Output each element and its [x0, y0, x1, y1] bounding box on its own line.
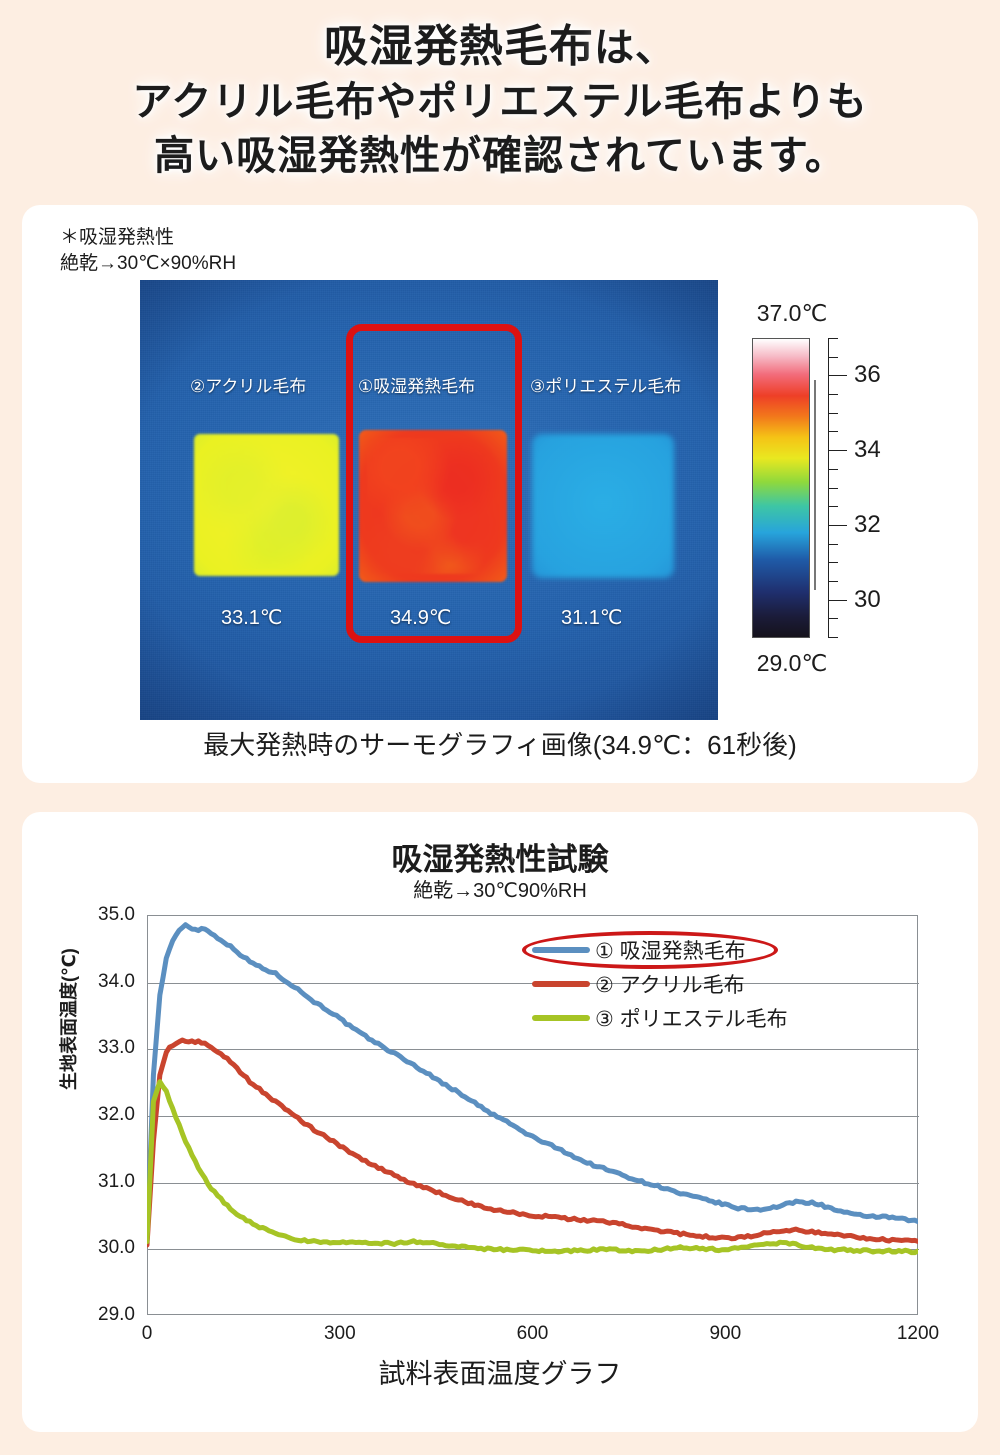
legend-item-acrylic[interactable]: ② アクリル毛布 [532, 967, 788, 1001]
page-headline: 吸湿発熱毛布は、 アクリル毛布やポリエステル毛布よりも 高い吸湿発熱性が確認され… [0, 20, 1000, 183]
chart-title: 吸湿発熱性試験 [391, 842, 609, 877]
legend-swatch-series-3 [532, 1015, 590, 1021]
thermal-temp-acrylic: 33.1℃ [221, 607, 283, 629]
scale-tick-major [829, 599, 847, 601]
chart-gridline [148, 1182, 919, 1184]
scale-tick-label: 30 [854, 585, 881, 613]
thermal-label-acrylic: ②アクリル毛布 [190, 377, 307, 396]
scale-tick-label: 34 [854, 436, 881, 464]
scale-tick-minor [829, 394, 838, 396]
legend-label-series-1: ① 吸湿発熱毛布 [595, 940, 746, 963]
scale-tick-minor [829, 487, 838, 489]
y-axis-label: 生地表面温度(℃) [59, 948, 79, 1090]
scale-tick-minor [829, 412, 838, 414]
chart-line-series-2 [147, 1037, 918, 1248]
chart-gridline [148, 1116, 919, 1117]
headline-line-2: アクリル毛布やポリエステル毛布よりも [132, 80, 868, 124]
x-axis-tick-label: 300 [323, 1323, 356, 1344]
y-axis-tick-label: 34.0 [98, 970, 135, 992]
scale-tick-minor [829, 618, 838, 620]
scale-tick-minor [829, 356, 838, 358]
thermography-caption: 最大発熱時のサーモグラフィ画像(34.9℃：61秒後) [203, 730, 797, 760]
x-axis-tick-label: 900 [709, 1323, 742, 1344]
scale-axis: 36 34 32 30 [828, 338, 881, 638]
legend-item-polyester[interactable]: ③ ポリエステル毛布 [532, 1001, 788, 1035]
headline-line-1-rest: は、 [594, 26, 676, 70]
chart-subtitle: 絶乾→30℃90%RH [413, 880, 587, 902]
scale-max-label: 37.0℃ [756, 300, 828, 326]
headline-line-3: 高い吸湿発熱性が確認されています。 [154, 134, 846, 178]
scale-tick-minor [829, 431, 838, 433]
chart-line-series-3 [147, 1079, 918, 1256]
chart-legend: ① 吸湿発熱毛布 ② アクリル毛布 ③ ポリエステル毛布 [522, 931, 788, 1035]
scale-gradient-bar [752, 338, 810, 638]
y-axis-tick-label: 29.0 [98, 1304, 135, 1325]
headline-line-1: 吸湿発熱毛布は、 [0, 20, 1000, 75]
legend-swatch-series-2 [532, 981, 590, 987]
temperature-color-scale: 37.0℃ 36 34 32 30 29.0℃ [732, 300, 932, 700]
scale-tick-major [829, 450, 847, 452]
chart-plot-area: 生地表面温度(℃) ① 吸湿発熱毛布 ② アクリル毛布 ③ ポリエステル毛布 2… [59, 904, 939, 1418]
scale-tick-minor [829, 338, 838, 339]
thermal-label-hygroscopic: ①吸湿発熱毛布 [358, 377, 476, 396]
y-axis-tick-label: 35.0 [98, 904, 135, 925]
scale-tick-minor [829, 562, 838, 564]
scale-tick-minor [829, 468, 838, 470]
chart-caption: 試料表面温度グラフ [378, 1359, 622, 1389]
x-axis-tick-label: 0 [141, 1323, 153, 1344]
highlight-box-hygroscopic [346, 324, 522, 643]
chart-card: 吸湿発熱性試験 絶乾→30℃90%RH 生地表面温度(℃) ① 吸湿発熱毛布 ②… [22, 812, 978, 1432]
test-condition-note: ＊吸湿発熱性 絶乾→30℃×90%RH [60, 227, 237, 274]
y-axis-tick-label: 31.0 [98, 1170, 135, 1192]
legend-item-hygroscopic[interactable]: ① 吸湿発熱毛布 [532, 933, 788, 967]
y-axis-tick-label: 30.0 [98, 1237, 135, 1259]
chart-gridline [148, 1049, 919, 1051]
scale-range-indicator [814, 380, 816, 590]
scale-tick-major [829, 375, 847, 377]
scale-tick-minor [829, 506, 838, 508]
scale-tick-major [829, 524, 847, 526]
legend-swatch-series-1 [532, 947, 590, 953]
thermal-temp-polyester: 31.1℃ [561, 607, 623, 629]
chart-series-lines [147, 922, 918, 1256]
x-axis-tick-label: 1200 [896, 1323, 940, 1344]
x-axis-tick-label: 600 [516, 1323, 549, 1344]
scale-tick-minor [829, 580, 838, 582]
y-axis-tick-label: 32.0 [98, 1104, 135, 1125]
chart-line-series-1 [147, 922, 918, 1245]
legend-label-series-2: ② アクリル毛布 [595, 974, 745, 997]
thermal-label-polyester: ③ポリエステル毛布 [530, 377, 682, 396]
scale-min-label: 29.0℃ [756, 650, 828, 676]
headline-lead: 吸湿発熱毛布 [324, 22, 594, 71]
thermal-vignette [140, 280, 718, 720]
thermal-image: ②アクリル毛布 ①吸湿発熱毛布 ③ポリエステル毛布 33.1℃ 34.9℃ 31… [140, 280, 718, 720]
scale-tick-label: 32 [854, 510, 881, 538]
scale-tick-minor [829, 543, 838, 545]
thermal-temp-hygroscopic: 34.9℃ [390, 607, 452, 629]
thermography-card: ＊吸湿発熱性 絶乾→30℃×90%RH ②アクリル毛布 ①吸湿発熱毛布 ③ポリエ… [22, 205, 978, 783]
legend-label-series-3: ③ ポリエステル毛布 [595, 1008, 788, 1031]
scale-tick-minor [829, 637, 838, 638]
y-axis-tick-label: 33.0 [98, 1037, 135, 1059]
scale-tick-label: 36 [854, 361, 881, 389]
